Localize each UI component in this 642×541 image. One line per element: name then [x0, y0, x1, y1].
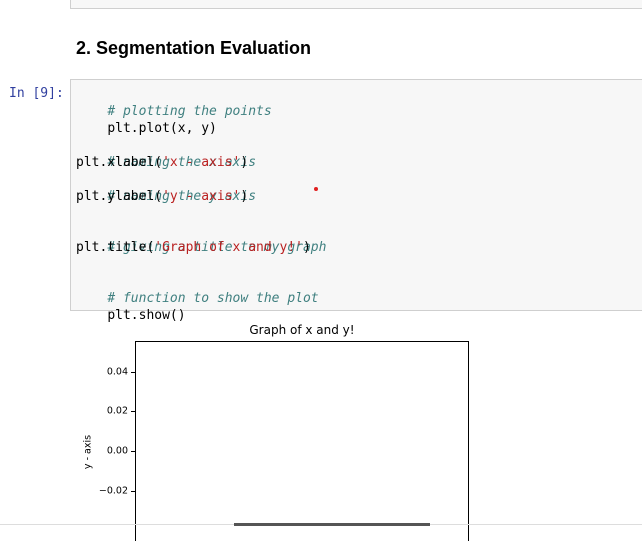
code-line-1[interactable]: # plotting the points [76, 86, 272, 137]
code-line-4[interactable]: # naming the x axis [76, 137, 256, 188]
code-text: plt.plot(x, y) [107, 121, 217, 136]
code-string: 'x - axis' [162, 155, 241, 170]
code-text: plt.show() [107, 308, 186, 323]
code-text: ) [240, 155, 249, 170]
code-line-9[interactable]: # giving a title to my graph [76, 222, 326, 273]
code-text: plt.title( [76, 240, 155, 255]
cell-prompt: In [9]: [9, 86, 64, 101]
ytick-label: −0.02 [98, 485, 128, 497]
mouse-cursor-dot [314, 187, 318, 191]
code-cell-editor[interactable]: # plotting the points plt.plot(x, y) # n… [70, 79, 642, 323]
code-line-10[interactable]: plt.title('Graph of x and y!') [76, 239, 311, 256]
horizontal-scrollbar[interactable] [234, 523, 430, 526]
code-comment: # naming the x axis [107, 155, 257, 170]
code-line-13[interactable]: plt.show() [76, 290, 186, 341]
code-string: 'Graph of x and y!' [154, 240, 303, 255]
previous-cell[interactable] [70, 0, 642, 9]
code-text: plt.xlabel( [76, 155, 163, 170]
ytick-mark [131, 451, 135, 452]
ytick-label: 0.04 [106, 366, 128, 378]
code-line-2[interactable]: plt.plot(x, y) [76, 103, 217, 154]
ytick-mark [131, 372, 135, 373]
code-line-12[interactable]: # function to show the plot [76, 273, 319, 324]
code-string: 'y - axis' [162, 189, 241, 204]
ytick-mark [131, 491, 135, 492]
section-heading: 2. Segmentation Evaluation [76, 38, 312, 58]
chart-title: Graph of x and y! [249, 323, 355, 337]
ytick-mark [131, 411, 135, 412]
code-line-5[interactable]: plt.xlabel('x - axis') [76, 154, 248, 171]
ytick-label: 0.00 [106, 445, 128, 457]
chart-plot-area [135, 341, 469, 541]
code-text: ) [303, 240, 311, 255]
code-text: plt.ylabel( [76, 189, 163, 204]
code-line-7[interactable]: plt.ylabel('y - axis') [76, 188, 248, 205]
code-comment: # plotting the points [107, 104, 272, 119]
code-line-6[interactable]: # naming the y axis [76, 171, 256, 222]
code-comment: # giving a title to my graph [107, 240, 327, 255]
code-comment: # function to show the plot [107, 291, 319, 306]
code-comment: # naming the y axis [107, 189, 257, 204]
y-axis-label: y - axis [82, 434, 94, 470]
ytick-label: 0.02 [106, 405, 128, 417]
code-text: ) [240, 189, 249, 204]
